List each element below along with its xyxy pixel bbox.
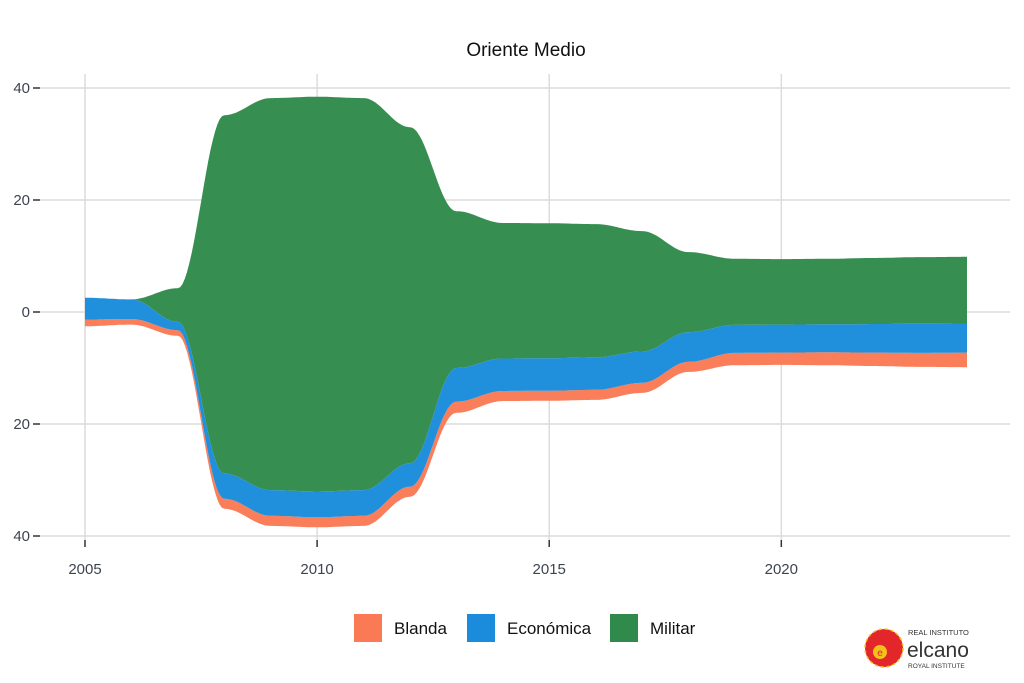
y-tick-label: 20	[13, 416, 30, 433]
x-tick-label: 2020	[765, 561, 798, 578]
axis-ticks: 40 20 0 20 40 2005 2010 2015 2020	[13, 80, 798, 578]
x-tick-label: 2015	[533, 561, 566, 578]
chart-title: Oriente Medio	[466, 40, 585, 61]
y-tick-label: 20	[13, 192, 30, 209]
legend: Blanda Económica Militar	[354, 614, 696, 642]
elcano-logo: e REAL INSTITUTO elcano ROYAL INSTITUTE	[864, 628, 969, 670]
y-tick-label: 40	[13, 80, 30, 97]
legend-swatch	[354, 614, 382, 642]
stream-layer-economica	[85, 297, 967, 518]
legend-label: Militar	[650, 619, 696, 638]
svg-text:e: e	[877, 648, 883, 659]
logo-line3: ROYAL INSTITUTE	[908, 663, 965, 670]
y-tick-label: 0	[22, 304, 30, 321]
stream-layer-militar	[85, 96, 967, 492]
legend-label: Económica	[507, 619, 592, 638]
y-tick-label: 40	[13, 528, 30, 545]
logo-line1: REAL INSTITUTO	[908, 628, 969, 637]
x-tick-label: 2010	[300, 561, 333, 578]
stream-layers	[85, 96, 967, 528]
legend-swatch	[610, 614, 638, 642]
x-tick-label: 2005	[68, 561, 101, 578]
legend-swatch	[467, 614, 495, 642]
logo-line2: elcano	[907, 639, 969, 662]
legend-label: Blanda	[394, 619, 447, 638]
